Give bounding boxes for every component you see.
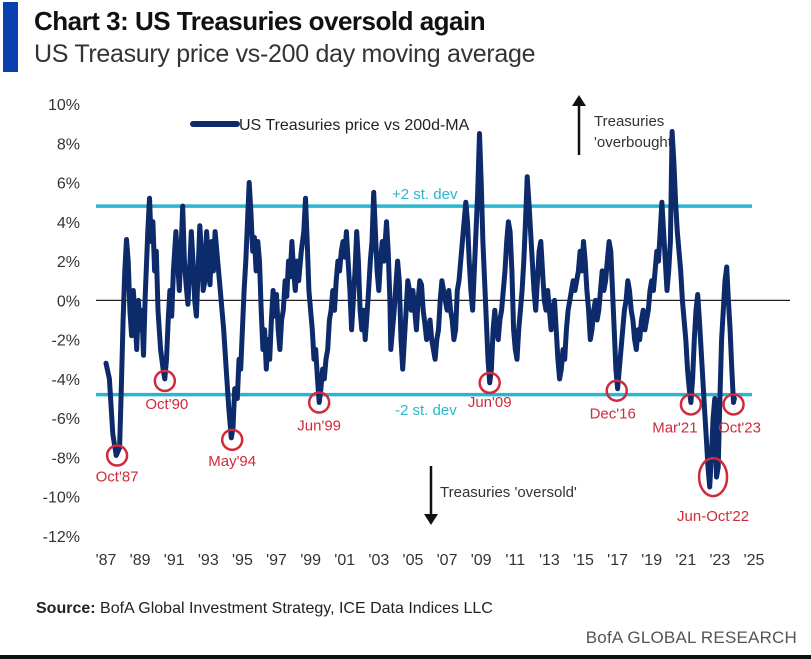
y-tick-label: -2% [52, 333, 80, 350]
event-label: Mar'21 [652, 419, 697, 436]
y-tick-label: 4% [57, 215, 80, 232]
event-label: May'94 [208, 453, 256, 470]
event-label: Jun'99 [297, 418, 341, 435]
chart-title: Chart 3: US Treasuries oversold again [34, 6, 486, 36]
x-tick-label: '95 [232, 552, 253, 569]
brand-label: BofA GLOBAL RESEARCH [585, 628, 797, 647]
x-tick-label: '03 [368, 552, 389, 569]
source-label: Source: [36, 600, 96, 617]
event-annotations: Oct'87 Oct'90 May'94 Jun'99 Jun'09 Dec'16 Mar'… [96, 369, 761, 525]
event-label: Oct'87 [96, 469, 139, 486]
oversold-label: Treasuries 'oversold' [440, 484, 577, 501]
oversold-annotation: Treasuries 'oversold' [424, 466, 577, 525]
event-marker [478, 371, 501, 395]
x-tick-label: '11 [505, 552, 525, 569]
title-accent-bar [3, 2, 18, 72]
y-tick-label: 2% [57, 254, 80, 271]
event-label: Jun'09 [468, 394, 512, 411]
overbought-label-line1: Treasuries [594, 113, 664, 130]
y-tick-label: 10% [48, 97, 80, 114]
x-tick-label: '15 [573, 552, 594, 569]
event-marker [679, 393, 703, 416]
y-tick-label: -8% [52, 450, 80, 467]
y-tick-label: -6% [52, 411, 80, 428]
overbought-annotation: Treasuries 'overbought' [572, 95, 675, 155]
y-tick-label: 0% [57, 293, 80, 310]
y-tick-label: 8% [57, 136, 80, 153]
series-group [103, 129, 737, 490]
x-tick-label: '93 [198, 552, 219, 569]
event-marker [153, 369, 177, 393]
y-tick-label: -10% [43, 490, 80, 507]
source-text: BofA Global Investment Strategy, ICE Dat… [100, 600, 493, 617]
x-tick-label: '89 [130, 552, 151, 569]
x-tick-label: '25 [744, 552, 765, 569]
x-axis: '87 '89 '91 '93 '95 '97 '99 '01 '03 '05 '07 '09 '11 '… [96, 552, 765, 569]
x-tick-label: '05 [403, 552, 424, 569]
x-tick-label: '99 [300, 552, 321, 569]
legend-label: US Treasuries price vs 200d-MA [239, 117, 470, 134]
event-marker [605, 379, 628, 402]
event-marker [307, 391, 331, 414]
x-tick-label: '97 [266, 552, 287, 569]
overbought-label-line2: 'overbought' [594, 134, 675, 151]
x-tick-label: '91 [164, 552, 185, 569]
plus-2-std-label: +2 st. dev [392, 186, 458, 203]
bottom-rule [0, 655, 811, 659]
chart-subtitle: US Treasury price vs-200 day moving aver… [34, 40, 536, 68]
x-tick-label: '17 [607, 552, 628, 569]
minus-2-std-label: -2 st. dev [395, 402, 457, 419]
x-tick-label: '07 [437, 552, 458, 569]
event-label: Jun-Oct'22 [677, 508, 749, 525]
event-label: Dec'16 [590, 406, 636, 423]
down-arrow-head [424, 514, 438, 525]
series-line [103, 129, 737, 490]
x-tick-label: '13 [539, 552, 560, 569]
event-marker [105, 444, 129, 467]
event-label: Oct'90 [145, 396, 188, 413]
event-label: Oct'23 [718, 419, 761, 436]
up-arrow-head [572, 95, 586, 106]
event-marker [722, 393, 745, 416]
x-tick-label: '19 [641, 552, 662, 569]
x-tick-label: '21 [675, 552, 696, 569]
x-tick-label: '87 [96, 552, 117, 569]
x-tick-label: '01 [334, 552, 355, 569]
x-tick-label: '09 [471, 552, 492, 569]
chart-plot: 10% 8% 6% 4% 2% 0% -2% -4% -6% -8% -10% -12% '87 '89… [43, 95, 790, 569]
legend: US Treasuries price vs 200d-MA [190, 117, 470, 134]
y-tick-label: 6% [57, 176, 80, 193]
source-note: Source: BofA Global Investment Strategy,… [36, 600, 493, 618]
event-marker [220, 428, 244, 452]
y-tick-label: -12% [43, 529, 80, 546]
y-tick-label: -4% [52, 372, 80, 389]
event-marker [697, 456, 729, 498]
x-tick-label: '23 [709, 552, 730, 569]
y-axis: 10% 8% 6% 4% 2% 0% -2% -4% -6% -8% -10% -12% [43, 97, 80, 546]
